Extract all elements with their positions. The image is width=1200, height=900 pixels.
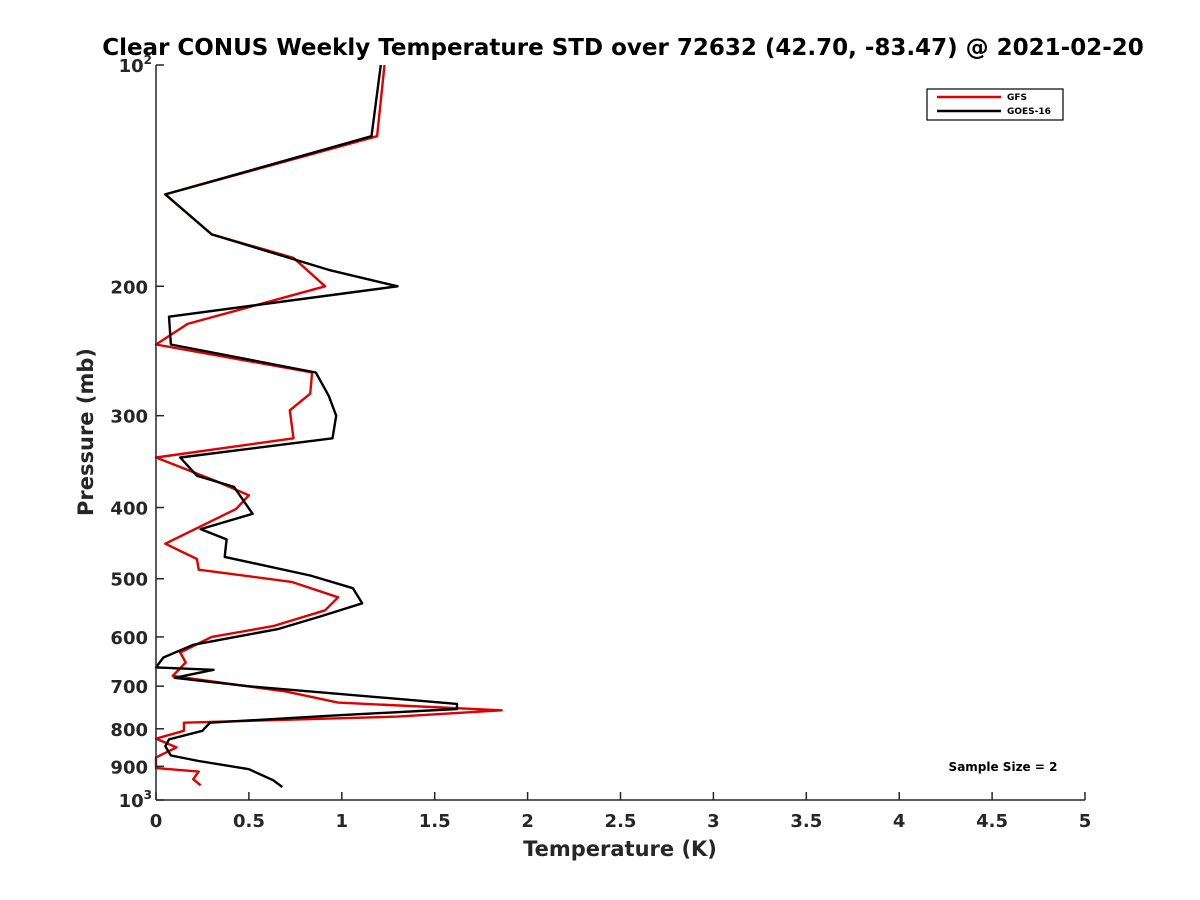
y-axis-ticks: 102 200 300 400 500 600 700 800 900 103 — [110, 53, 164, 812]
y-tick-label: 700 — [110, 677, 148, 698]
series-line-0 — [154, 64, 503, 787]
x-tick-label: 3 — [707, 811, 720, 832]
legend-label-1: GOES-16 — [1007, 107, 1051, 117]
series-line-1 — [154, 64, 459, 788]
plot-series-group — [154, 64, 503, 788]
x-tick-label: 4.5 — [976, 811, 1008, 832]
x-axis-ticks: 0 0.5 1 1.5 2 2.5 3 3.5 4 4.5 5 — [150, 792, 1092, 832]
x-tick-label: 2 — [521, 811, 534, 832]
legend: GFS GOES-16 — [926, 88, 1064, 121]
x-tick-label: 2.5 — [605, 811, 637, 832]
y-tick-label: 103 — [119, 788, 152, 812]
y-tick-label: 200 — [110, 277, 148, 298]
y-tick-label: 600 — [110, 628, 148, 649]
sample-size-annotation: Sample Size = 2 — [949, 760, 1058, 774]
x-tick-label: 1.5 — [419, 811, 451, 832]
y-tick-label: 300 — [110, 407, 148, 428]
legend-box — [926, 88, 1064, 121]
y-tick-label: 900 — [110, 757, 148, 778]
x-axis-label: Temperature (K) — [523, 837, 717, 861]
y-tick-label: 800 — [110, 720, 148, 741]
y-tick-label: 500 — [110, 570, 148, 591]
chart-title: Clear CONUS Weekly Temperature STD over … — [102, 35, 1144, 61]
x-tick-label: 3.5 — [790, 811, 822, 832]
y-tick-label: 400 — [110, 499, 148, 520]
x-tick-label: 0 — [150, 811, 163, 832]
x-tick-label: 1 — [336, 811, 349, 832]
x-tick-label: 5 — [1079, 811, 1092, 832]
y-tick-label: 102 — [119, 53, 152, 77]
legend-label-0: GFS — [1007, 93, 1027, 103]
x-tick-label: 0.5 — [233, 811, 265, 832]
y-axis-label: Pressure (mb) — [74, 348, 98, 516]
x-tick-label: 4 — [893, 811, 906, 832]
